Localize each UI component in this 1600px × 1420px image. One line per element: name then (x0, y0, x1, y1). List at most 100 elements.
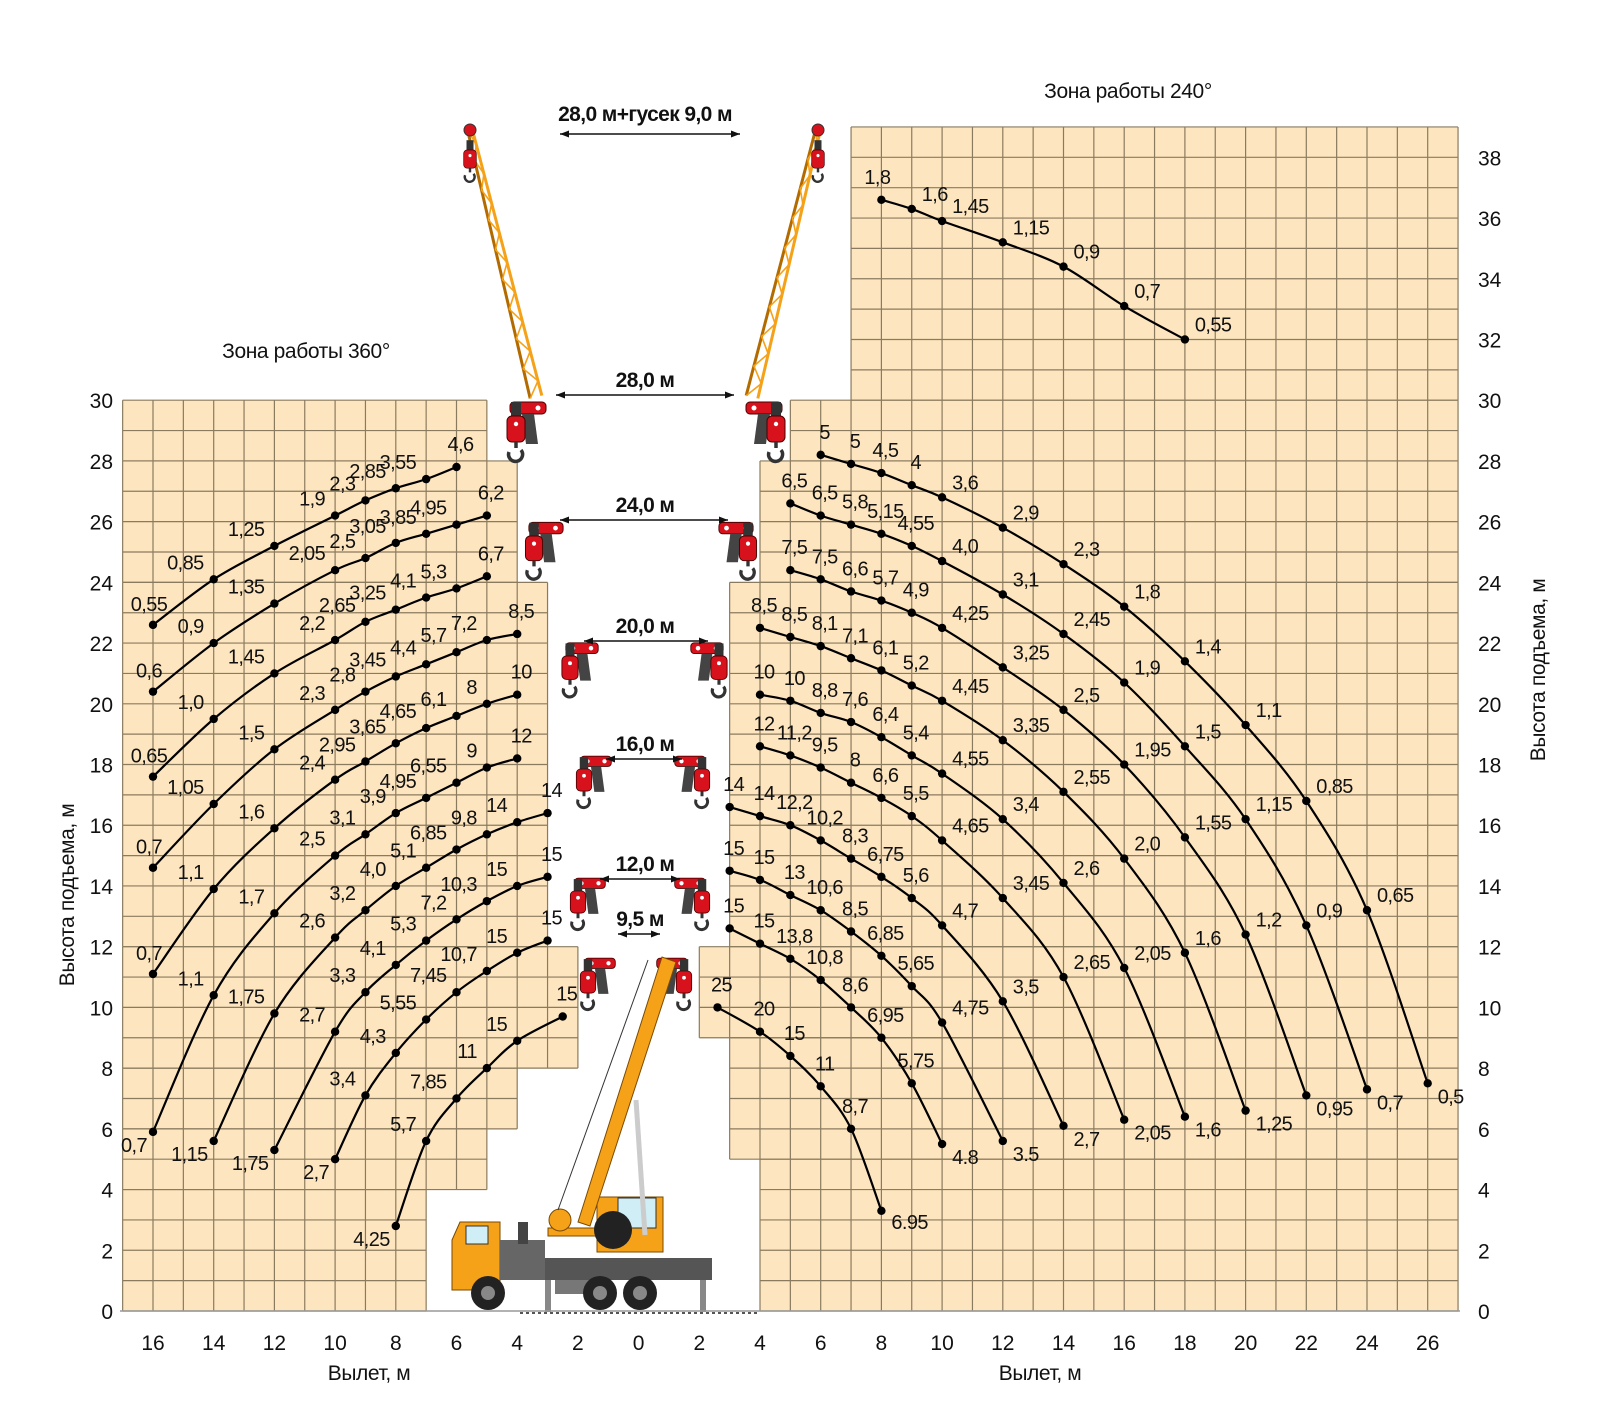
load-label: 4,7 (952, 900, 978, 922)
load-label: 6,4 (872, 704, 898, 726)
load-label: 3,45 (349, 649, 386, 671)
load-label: 6,1 (420, 689, 446, 711)
curve-point (877, 732, 886, 742)
curve-point (1120, 301, 1129, 311)
load-label: 9,5 (812, 735, 838, 757)
curve-point (846, 927, 856, 936)
y-axis-label-left: Высота подъема, м (56, 804, 79, 987)
curve-point (1059, 787, 1068, 797)
curve-point (1302, 796, 1311, 806)
load-label: 2,8 (329, 665, 355, 687)
curve-point (1059, 705, 1068, 715)
curve-point (907, 893, 916, 903)
curve-point (877, 596, 886, 605)
load-label: 15 (753, 911, 775, 933)
y-tick-label-right: 2 (1478, 1240, 1490, 1263)
curve-point (786, 890, 795, 900)
load-label: 4,1 (390, 571, 416, 593)
curve-point (270, 909, 279, 918)
jib-head (463, 123, 477, 137)
load-label: 0,9 (1316, 900, 1342, 922)
curve-point (482, 572, 492, 581)
load-label: 4,0 (360, 859, 386, 881)
curve-point (1180, 948, 1190, 957)
load-label: 1,9 (299, 489, 325, 511)
load-label: 3,25 (349, 583, 386, 605)
load-label: 10 (511, 662, 533, 684)
y-tick-label-left: 16 (90, 815, 113, 838)
curve-point (270, 541, 279, 551)
zone-240-curve: 1,8 1,61,45 1,15 0,9 0,7 0,55 (864, 167, 1233, 344)
load-label: 4,65 (952, 815, 989, 837)
curve-point (391, 1221, 400, 1231)
load-label: 2,6 (299, 911, 325, 933)
zone-240-curve: 12 11,29,5 8 6,65,5 4,65 3,45 2,65 2,05 (753, 713, 1171, 1144)
curve-point (361, 617, 370, 627)
load-label: 1,15 (1013, 217, 1050, 239)
x-tick-label: 8 (390, 1332, 402, 1355)
x-tick-label: 2 (572, 1332, 584, 1355)
curve-point (937, 1139, 947, 1149)
grid (122, 126, 1459, 1312)
curve-point (513, 1036, 522, 1045)
curve-point (421, 863, 431, 872)
load-label: 0,9 (178, 616, 204, 638)
curve-point (330, 511, 340, 520)
load-label: 5,15 (867, 501, 904, 523)
zone-360-curve: 1,15 1,75 2,63,24,05,16,859,8 14 14 (171, 780, 563, 1166)
y-tick-label-right: 32 (1478, 329, 1501, 352)
y-axis-label-right: Высота подъема, м (1527, 579, 1550, 762)
load-label: 3,1 (1013, 570, 1039, 592)
chassis (540, 1258, 712, 1280)
y-tick-label-right: 8 (1478, 1058, 1490, 1081)
load-label: 5,7 (420, 625, 446, 647)
load-label: 5,8 (842, 492, 868, 514)
curve-point (907, 981, 916, 991)
x-tick-label: 24 (1355, 1332, 1379, 1355)
load-label: 13 (784, 862, 806, 884)
x-tick-label: 6 (451, 1332, 463, 1355)
curve-point (482, 763, 492, 772)
wheel-hub (481, 1286, 495, 1300)
load-label: 6,5 (781, 470, 807, 492)
load-label: 1,4 (1195, 636, 1221, 658)
wheel-hub (593, 1286, 607, 1300)
curve-point (270, 824, 279, 833)
y-tick-label-left: 8 (101, 1058, 113, 1081)
curve-point (482, 966, 492, 976)
y-tick-label-right: 12 (1478, 937, 1501, 960)
load-label: 4,75 (952, 998, 989, 1020)
curve-point (391, 1048, 400, 1058)
load-label: 2,65 (319, 595, 356, 617)
load-label: 3,2 (329, 883, 355, 905)
curve-point (1120, 760, 1129, 769)
load-label: 6,55 (410, 756, 447, 778)
curve-point (755, 939, 765, 948)
y-tick-label-left: 24 (90, 572, 114, 595)
curve-point (907, 1079, 916, 1088)
curve-point (330, 933, 340, 942)
zone-240-title: Зона работы 240° (1044, 80, 1212, 103)
load-label: 5,75 (897, 1050, 934, 1072)
curve-point (270, 669, 279, 678)
load-label: 12 (753, 713, 775, 735)
load-label: 8,7 (842, 1096, 868, 1118)
curve-point (937, 216, 947, 226)
load-label: 1,0 (178, 692, 204, 714)
boom-label-9-5: 9,5 м (616, 908, 664, 931)
load-label: 4,1 (360, 938, 386, 960)
load-label: 4 (910, 452, 921, 474)
load-label: 1,05 (167, 777, 204, 799)
load-label: 2,3 (1074, 539, 1100, 561)
curve-point (998, 1136, 1007, 1146)
exhaust (518, 1222, 528, 1244)
load-label: 2,6 (1074, 858, 1100, 880)
zone-360-curve: 1,75 2,73,34,15,37,210,3 15 15 (232, 844, 563, 1175)
y-tick-label-left: 14 (90, 876, 114, 899)
load-label: 2,95 (319, 734, 356, 756)
load-label: 5,55 (380, 993, 417, 1015)
load-label: 1,25 (1256, 1114, 1293, 1136)
arrow-head-icon (606, 755, 682, 763)
load-label: 12,2 (776, 792, 813, 814)
curve-point (1362, 906, 1372, 915)
